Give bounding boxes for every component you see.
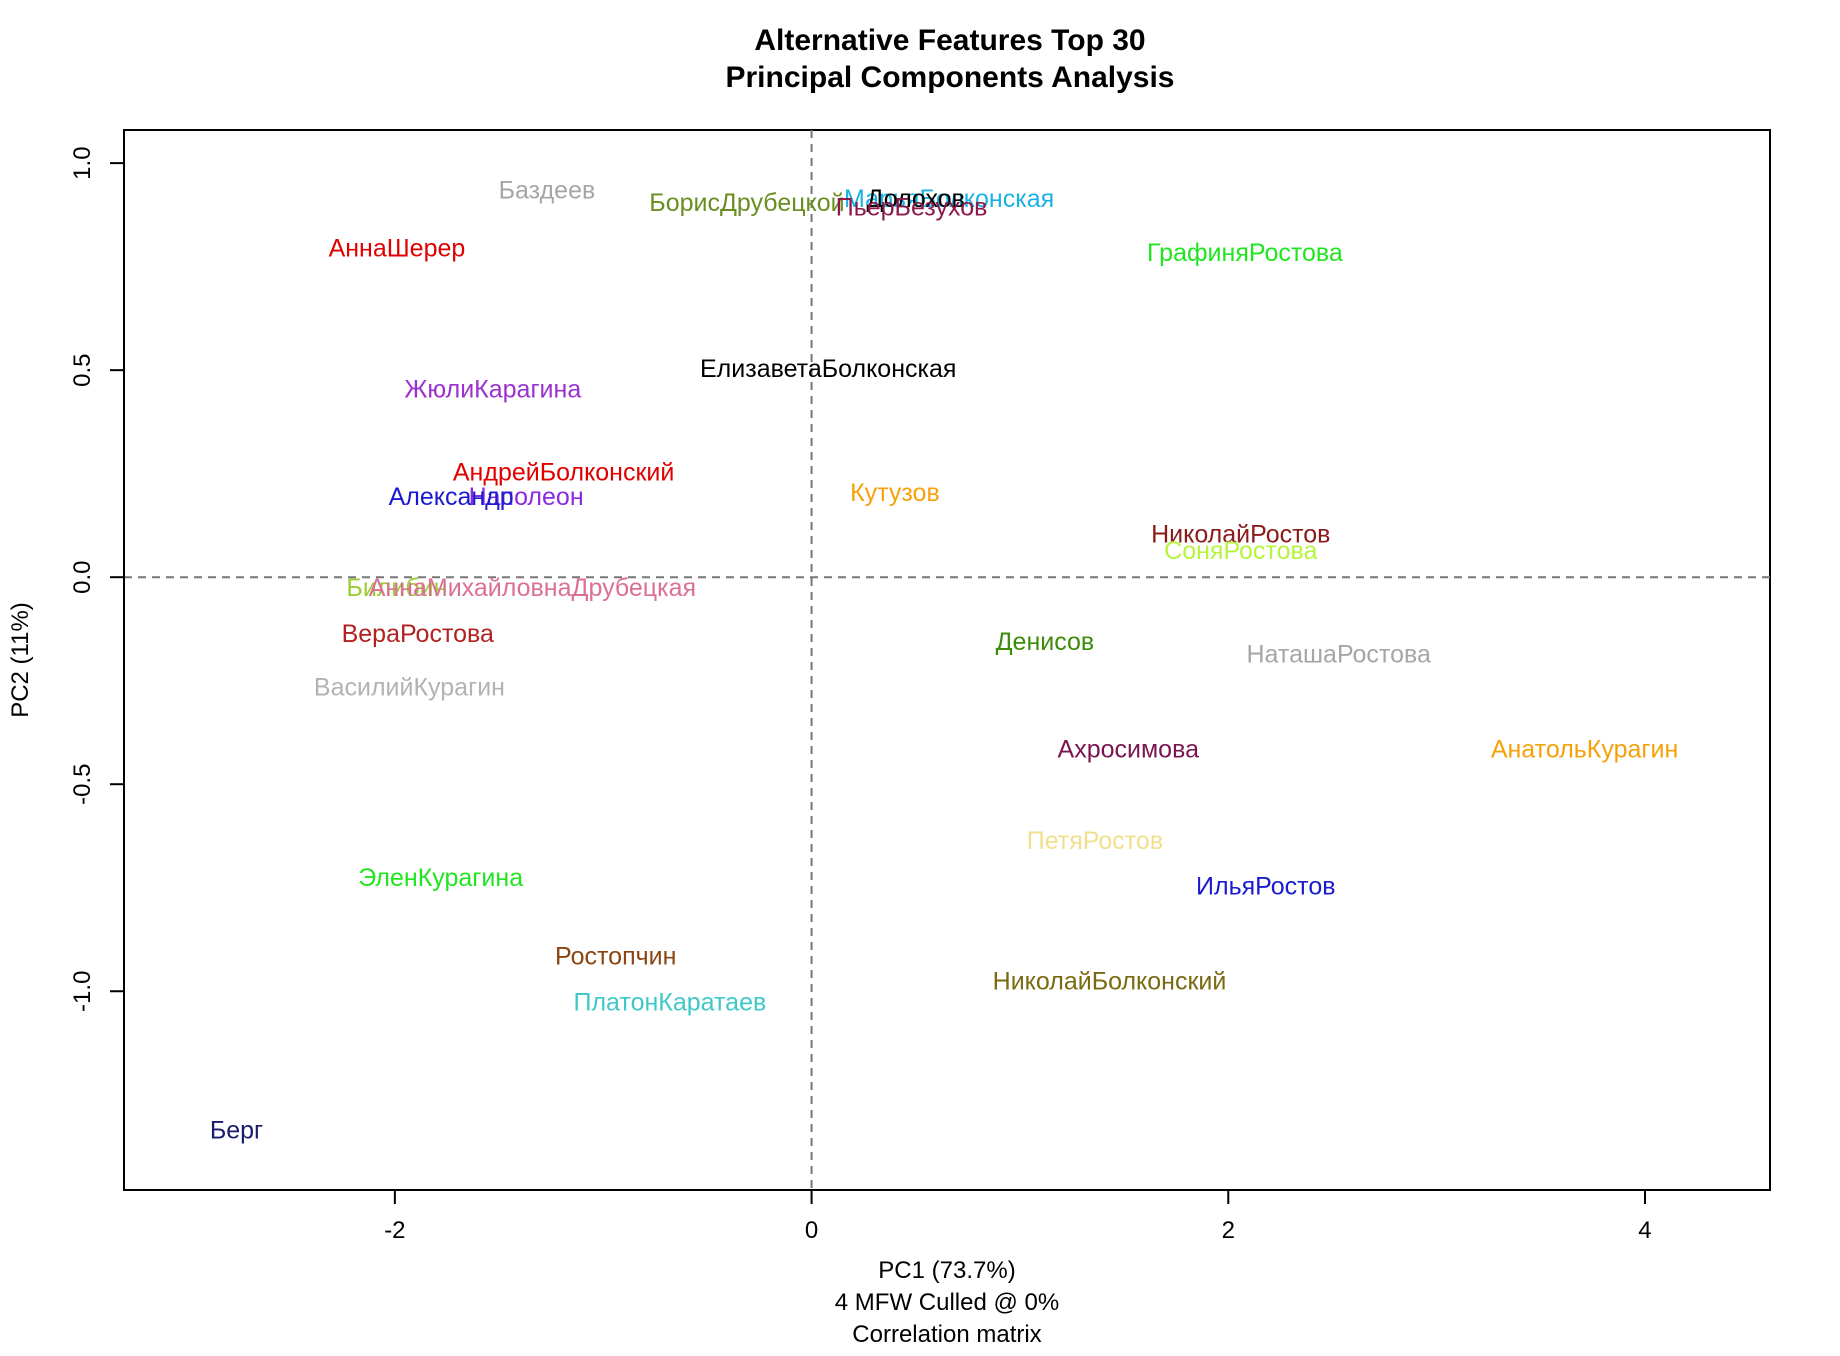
- point-label: Ростопчин: [555, 943, 676, 971]
- point-label: ИльяРостов: [1196, 872, 1335, 900]
- point-label: ПьерБезухов: [836, 193, 988, 221]
- x-tick-label: 0: [805, 1217, 818, 1244]
- point-label: Александр: [389, 483, 514, 511]
- y-tick-label: -0.5: [69, 764, 96, 805]
- point-label: ГрафиняРостова: [1147, 239, 1343, 267]
- plot-frame: [123, 129, 1771, 1191]
- point-label: НаташаРостова: [1247, 640, 1431, 668]
- point-label: АндрейБолконский: [453, 458, 674, 486]
- point-label: Баздеев: [499, 177, 596, 205]
- point-label: Ахросимова: [1058, 736, 1200, 764]
- point-label: Кутузов: [850, 479, 940, 507]
- chart-title-line-1: Alternative Features Top 30: [754, 24, 1145, 57]
- x-axis-sublabel-matrix: Correlation matrix: [852, 1321, 1041, 1348]
- chart-title-line-2: Principal Components Analysis: [726, 61, 1175, 94]
- point-label: ВасилийКурагин: [314, 674, 505, 702]
- point-label: ВераРостова: [342, 620, 494, 648]
- y-axis: -1.0 -0.5 0.0 0.5 1.0: [69, 146, 125, 1012]
- x-tick-label: 2: [1222, 1217, 1235, 1244]
- point-label: Билибин: [346, 574, 447, 602]
- y-tick-label: 0.5: [69, 353, 96, 386]
- point-label: НиколайРостов: [1151, 520, 1330, 548]
- x-tick-label: -2: [384, 1217, 405, 1244]
- point-label: ЭленКурагина: [358, 864, 523, 892]
- x-axis-label: PC1 (73.7%): [878, 1257, 1015, 1284]
- point-label: АннаШерер: [329, 235, 466, 263]
- point-label: НиколайБолконский: [993, 968, 1227, 996]
- y-tick-label: 1.0: [69, 146, 96, 179]
- point-label: ЕлизаветаБолконская: [700, 355, 956, 383]
- reference-lines: [124, 130, 1770, 1190]
- x-axis-sublabel-mfw: 4 MFW Culled @ 0%: [835, 1289, 1059, 1316]
- point-labels: Баздеев БорисДрубецкой МарьяБолконскаяДоло…: [210, 177, 1678, 1145]
- point-label: Берг: [210, 1117, 263, 1145]
- point-label: ПетяРостов: [1027, 827, 1163, 855]
- point-label: ЖюлиКарагина: [404, 375, 581, 403]
- point-label: АннаМихайловнаДрубецкая: [369, 574, 696, 602]
- x-axis: -2 0 2 4: [384, 1189, 1652, 1244]
- point-label: СоняРостова: [1164, 537, 1317, 565]
- point-label: Долохов: [867, 185, 965, 213]
- point-label: Денисов: [996, 628, 1095, 656]
- point-label: Наполеон: [469, 483, 584, 511]
- point-label: АнатольКурагин: [1491, 736, 1678, 764]
- y-tick-label: -1.0: [69, 971, 96, 1012]
- y-tick-label: 0.0: [69, 561, 96, 594]
- y-axis-label: PC2 (11%): [7, 602, 34, 718]
- x-tick-label: 4: [1638, 1217, 1651, 1244]
- point-label: МарьяБолконская: [844, 185, 1054, 213]
- point-label: БорисДрубецкой: [649, 189, 844, 217]
- point-label: ПлатонКаратаев: [573, 988, 766, 1016]
